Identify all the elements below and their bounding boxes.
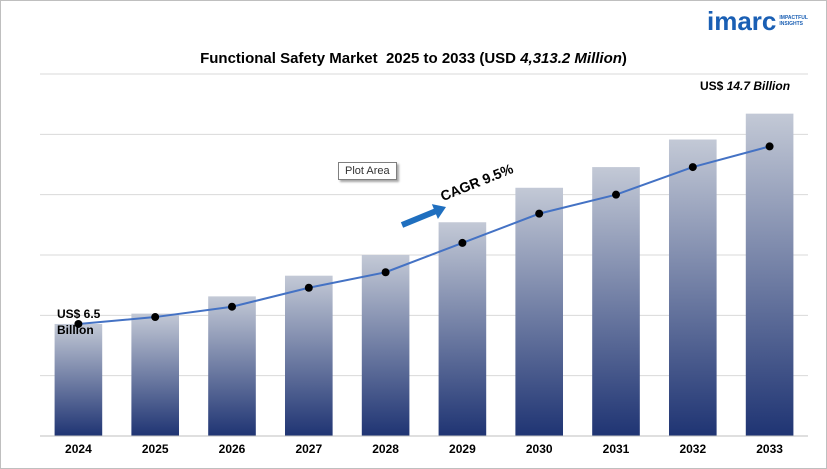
x-tick-label: 2031 — [603, 442, 630, 456]
start-value-line1: US$ 6.5 — [57, 307, 101, 321]
end-value: 14.7 Billion — [726, 79, 791, 93]
trend-point-2027 — [304, 283, 313, 292]
trend-point-2033 — [765, 142, 774, 151]
cagr-arrow — [400, 204, 446, 228]
x-tick-label: 2029 — [449, 442, 476, 456]
end-value-prefix: US$ — [700, 79, 727, 93]
bar-2030 — [515, 187, 564, 436]
title-prefix: Functional Safety Market 2025 to 2033 (U… — [200, 50, 521, 67]
bars — [54, 113, 794, 437]
trend-point-2026 — [228, 302, 236, 311]
chart-title: Functional Safety Market 2025 to 2033 (U… — [0, 50, 827, 67]
bar-2024 — [54, 323, 103, 436]
logo-tagline: IMPACTFUL INSIGHTS — [779, 15, 819, 27]
end-value-annotation: US$ 14.7 Billion — [700, 79, 790, 93]
x-tick-label: 2025 — [142, 442, 169, 456]
trend-line — [74, 142, 774, 328]
arrow-head — [431, 204, 446, 219]
bar-2026 — [208, 296, 256, 436]
logo-tagline-1: IMPACTFUL — [779, 15, 808, 21]
arrow-shaft — [400, 207, 440, 228]
imarc-logo: imarc IMPACTFUL INSIGHTS — [707, 8, 819, 34]
bar-2027 — [284, 275, 333, 436]
x-tick-label: 2024 — [65, 442, 92, 456]
trend-point-2031 — [612, 190, 620, 199]
trend-point-2025 — [151, 313, 160, 322]
x-tick-label: 2026 — [219, 442, 246, 456]
bar-2031 — [592, 167, 640, 437]
trend-point-2028 — [381, 268, 390, 277]
trend-line-path — [78, 145, 770, 325]
bar-2025 — [131, 313, 180, 436]
plot-area-tooltip: Plot Area — [338, 162, 397, 180]
title-value: 4,313.2 Million — [520, 50, 622, 67]
x-tick-label: 2028 — [372, 442, 399, 456]
bar-2033 — [745, 113, 794, 437]
x-axis: 2024 2025 2026 2027 2028 2029 2030 2031 2032 2033 — [40, 435, 808, 456]
x-tick-label: 2032 — [679, 442, 706, 456]
trend-point-2032 — [688, 163, 697, 172]
title-suffix: ) — [621, 50, 627, 67]
bar-2029 — [438, 222, 487, 436]
x-tick-label: 2027 — [295, 442, 322, 456]
x-tick-label: 2033 — [756, 442, 783, 456]
x-tick-label: 2030 — [526, 442, 553, 456]
bar-2028 — [361, 255, 410, 436]
logo-tagline-2: INSIGHTS — [779, 21, 804, 27]
logo-word: imarc — [707, 6, 777, 36]
start-value-annotation: US$ 6.5 Billion — [57, 306, 100, 338]
trend-point-2024 — [74, 319, 83, 328]
trend-point-2030 — [535, 209, 544, 218]
bar-2032 — [668, 139, 717, 436]
start-value-line2: Billion — [57, 323, 94, 337]
trend-point-2029 — [458, 238, 467, 247]
